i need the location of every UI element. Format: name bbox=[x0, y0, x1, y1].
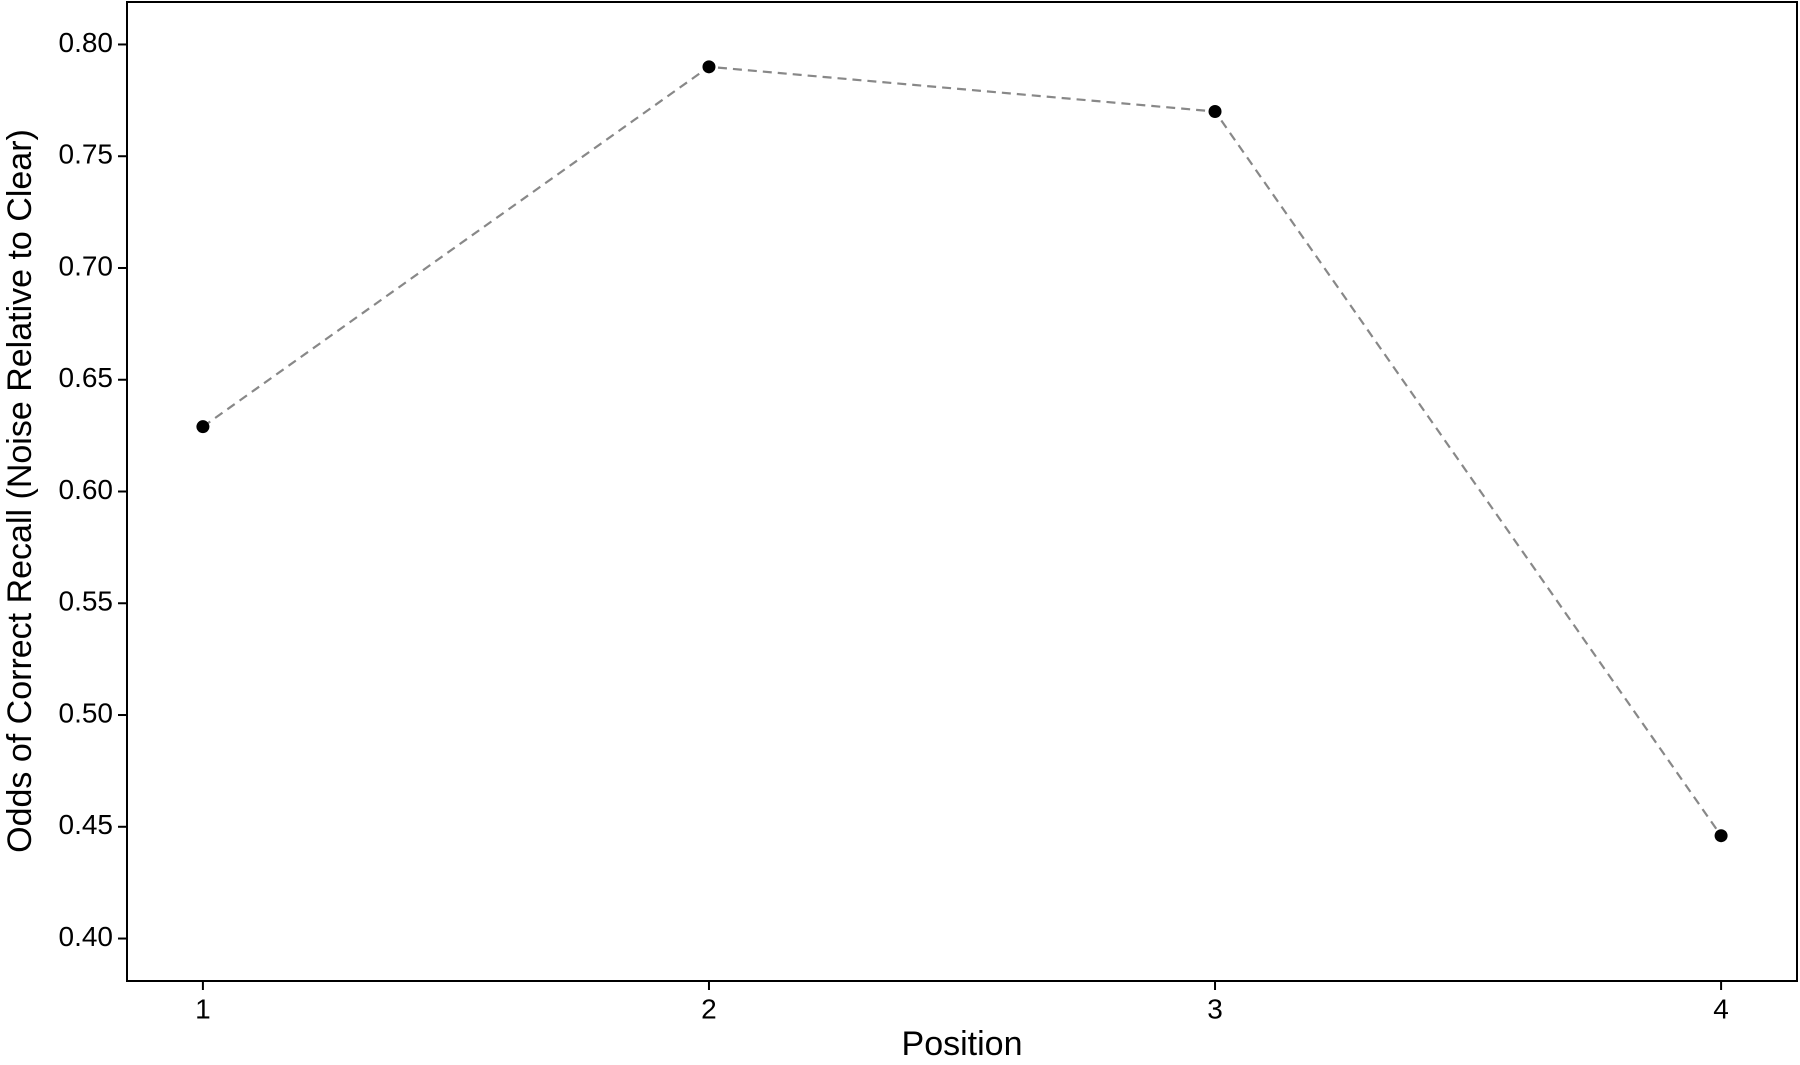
data-point bbox=[1208, 105, 1222, 119]
x-tick-label: 3 bbox=[1207, 993, 1223, 1024]
y-tick-label: 0.65 bbox=[59, 362, 114, 393]
y-tick-label: 0.70 bbox=[59, 250, 114, 281]
y-tick-label: 0.50 bbox=[59, 697, 114, 728]
y-tick-label: 0.55 bbox=[59, 586, 114, 617]
y-tick-label: 0.60 bbox=[59, 474, 114, 505]
x-tick-label: 4 bbox=[1713, 993, 1729, 1024]
y-tick-label: 0.45 bbox=[59, 809, 114, 840]
x-tick-label: 2 bbox=[701, 993, 717, 1024]
data-point bbox=[196, 420, 210, 434]
y-tick-label: 0.75 bbox=[59, 139, 114, 170]
y-axis-title: Odds of Correct Recall (Noise Relative t… bbox=[1, 129, 39, 853]
data-line bbox=[202, 65, 1722, 837]
y-tick-label: 0.40 bbox=[59, 921, 114, 952]
panel-border bbox=[126, 1, 1798, 982]
x-tick-label: 1 bbox=[195, 993, 211, 1024]
x-axis-title: Position bbox=[902, 1025, 1023, 1063]
data-point bbox=[702, 60, 716, 74]
y-tick-label: 0.80 bbox=[59, 27, 114, 58]
data-point bbox=[1714, 829, 1728, 843]
